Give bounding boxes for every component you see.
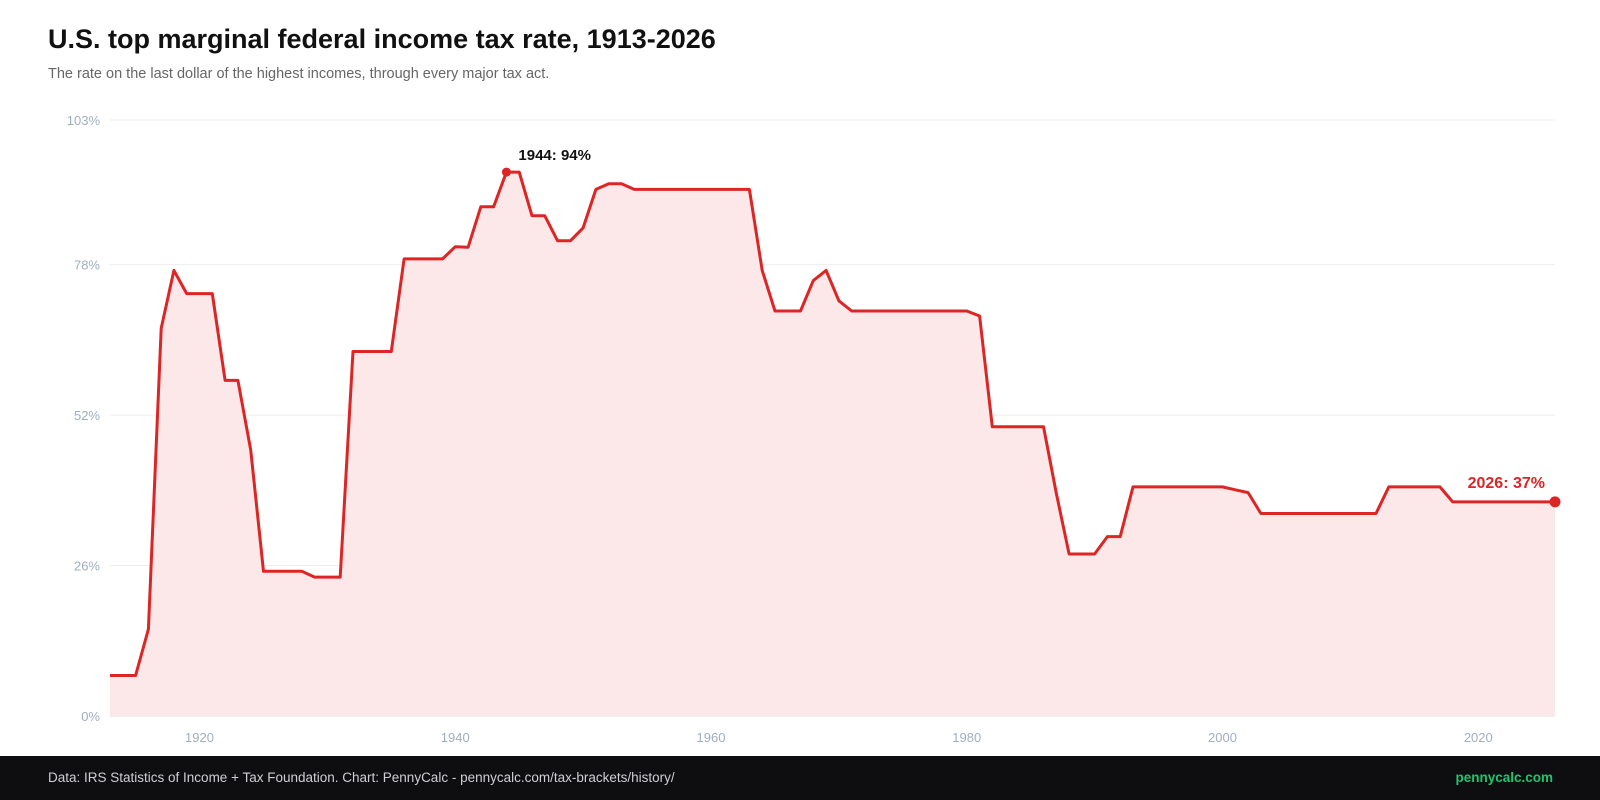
x-tick-label: 1980 [952, 730, 981, 745]
footer-bar: Data: IRS Statistics of Income + Tax Fou… [0, 756, 1600, 800]
footer-source: Data: IRS Statistics of Income + Tax Fou… [48, 770, 675, 785]
peak-point [501, 167, 511, 177]
annotation-layer: 1944: 94% 2026: 37% [501, 147, 1561, 508]
x-tick-label: 1940 [441, 730, 470, 745]
peak-label: 1944: 94% [518, 147, 591, 164]
y-tick-label: 103% [67, 113, 101, 128]
y-axis: 0% 26% 52% 78% 103% [67, 113, 101, 724]
x-tick-label: 2000 [1208, 730, 1237, 745]
y-tick-label: 52% [74, 408, 100, 423]
rate-area [110, 172, 1555, 717]
current-point [1549, 496, 1561, 508]
x-axis: 1920 1940 1960 1980 2000 2020 [185, 730, 1493, 745]
footer-brand: pennycalc.com [1455, 770, 1553, 785]
chart-subtitle: The rate on the last dollar of the highe… [48, 66, 550, 82]
y-tick-label: 78% [74, 258, 100, 273]
x-tick-label: 1960 [697, 730, 726, 745]
x-tick-label: 1920 [185, 730, 214, 745]
tax-rate-chart: 1944: 94%2026: 37% 0%26%52%78%103% 1920 1… [67, 113, 1561, 745]
y-tick-label: 0% [81, 709, 100, 724]
y-tick-label: 26% [74, 559, 100, 574]
line-layer [110, 170, 1555, 677]
current-label: 2026: 37% [1468, 475, 1545, 492]
area-layer [110, 172, 1555, 717]
chart-title: U.S. top marginal federal income tax rat… [48, 24, 716, 54]
x-tick-label: 2020 [1464, 730, 1493, 745]
rate-line [110, 170, 1555, 677]
